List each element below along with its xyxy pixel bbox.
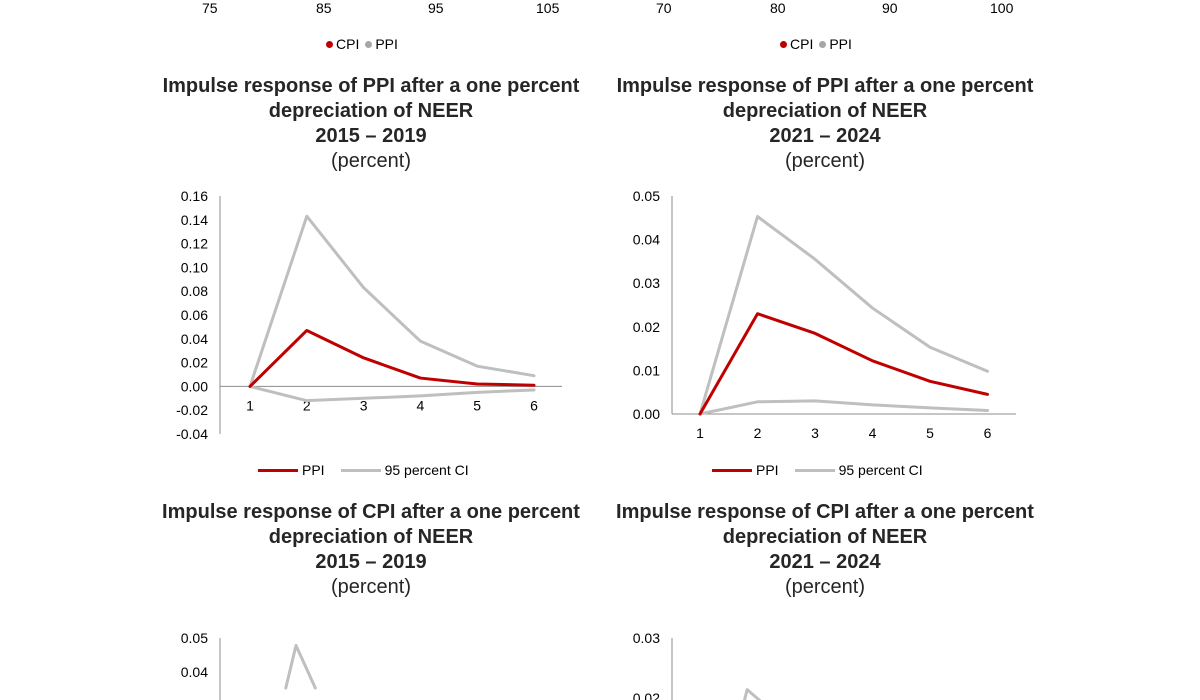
series-line-ci	[698, 214, 989, 416]
y-tick-label: 0.02	[633, 690, 660, 700]
legend-label: 95 percent CI	[384, 462, 469, 478]
y-tick-label: 0.08	[181, 283, 208, 299]
legend-dot-icon	[365, 40, 373, 48]
title-period: 2021 – 2024	[769, 125, 881, 147]
title-text: Impulse response of CPI after a one perc…	[616, 501, 1034, 548]
series-line-ppi	[248, 328, 536, 388]
x-tick-label: 95	[428, 0, 444, 16]
y-tick-label: 0.02	[181, 355, 208, 371]
top-left-legend: CPI PPI	[326, 36, 398, 52]
legend-dot-icon	[780, 40, 787, 48]
legend-line-icon	[258, 468, 298, 472]
chart-title-cpi-2021: Impulse response of CPI after a one perc…	[615, 500, 1035, 600]
legend-label: CPI	[336, 36, 360, 52]
series-line-ci	[284, 643, 317, 690]
x-tick-label: 4	[417, 397, 425, 413]
y-tick-label: 0.10	[181, 259, 208, 275]
x-tick-label: 2	[754, 425, 762, 441]
title-unit: (percent)	[784, 576, 866, 598]
title-text: Impulse response of PPI after a one perc…	[162, 75, 580, 122]
y-tick-label: -0.02	[176, 402, 208, 418]
chart-title-ppi-2021: Impulse response of PPI after a one perc…	[615, 74, 1035, 174]
legend-label: PPI	[829, 36, 852, 52]
title-unit: (percent)	[330, 150, 412, 172]
title-text: Impulse response of PPI after a one perc…	[616, 75, 1034, 122]
x-tick-label: 6	[530, 397, 538, 413]
y-tick-label: 0.02	[633, 319, 660, 335]
x-tick-label: 105	[536, 0, 560, 16]
legend-dot-icon	[819, 40, 827, 48]
title-text: Impulse response of CPI after a one perc…	[162, 501, 580, 548]
top-right-legend: CPI PPI	[780, 36, 852, 52]
y-tick-label: 0.04	[181, 664, 208, 680]
series-line-ci	[248, 214, 536, 388]
y-tick-label: 0.03	[633, 630, 660, 646]
x-tick-label: 4	[869, 425, 877, 441]
y-tick-label: 0.00	[633, 406, 660, 422]
x-tick-label: 2	[303, 397, 311, 413]
legend-line-icon	[794, 468, 835, 472]
series-line-ci	[698, 399, 989, 416]
y-tick-label: 0.04	[633, 232, 660, 248]
y-tick-label: 0.14	[181, 212, 208, 228]
x-tick-label: 1	[246, 397, 254, 413]
title-unit: (percent)	[784, 150, 866, 172]
title-period: 2015 – 2019	[315, 551, 427, 573]
x-tick-label: 100	[990, 0, 1014, 16]
x-tick-label: 5	[473, 397, 481, 413]
legend-label: 95 percent CI	[838, 462, 923, 478]
y-tick-label: 0.00	[181, 378, 208, 394]
chart-title-ppi-2015: Impulse response of PPI after a one perc…	[161, 74, 581, 174]
legend-line-icon	[340, 468, 381, 472]
legend-label: PPI	[375, 36, 398, 52]
y-tick-label: 0.06	[181, 307, 208, 323]
y-tick-label: 0.05	[633, 188, 660, 204]
y-tick-label: 0.16	[181, 188, 208, 204]
legend-label: CPI	[790, 36, 814, 52]
legend-dot-icon	[326, 40, 333, 48]
series-line-ci	[248, 384, 536, 403]
legend-line-icon	[712, 468, 752, 472]
legend-label: PPI	[302, 462, 325, 478]
x-tick-label: 75	[202, 0, 218, 16]
chart-title-cpi-2015: Impulse response of CPI after a one perc…	[161, 500, 581, 600]
title-unit: (percent)	[330, 576, 412, 598]
x-tick-label: 1	[696, 425, 704, 441]
x-tick-label: 3	[811, 425, 819, 441]
series-line-ci	[742, 688, 762, 700]
chart-legend-ppi-2015: PPI 95 percent CI	[258, 462, 469, 478]
x-tick-label: 85	[316, 0, 332, 16]
y-tick-label: 0.05	[181, 630, 208, 646]
y-tick-label: 0.01	[633, 362, 660, 378]
chart-legend-ppi-2021: PPI 95 percent CI	[712, 462, 923, 478]
y-tick-label: 0.03	[633, 275, 660, 291]
x-tick-label: 5	[926, 425, 934, 441]
title-period: 2015 – 2019	[315, 125, 427, 147]
series-line-ppi	[698, 312, 989, 416]
legend-label: PPI	[756, 462, 779, 478]
x-tick-label: 6	[984, 425, 992, 441]
x-tick-label: 80	[770, 0, 786, 16]
x-tick-label: 70	[656, 0, 672, 16]
y-tick-label: -0.04	[176, 426, 208, 442]
title-period: 2021 – 2024	[769, 551, 881, 573]
x-tick-label: 3	[360, 397, 368, 413]
x-tick-label: 90	[882, 0, 898, 16]
y-tick-label: 0.12	[181, 236, 208, 252]
y-tick-label: 0.04	[181, 331, 208, 347]
